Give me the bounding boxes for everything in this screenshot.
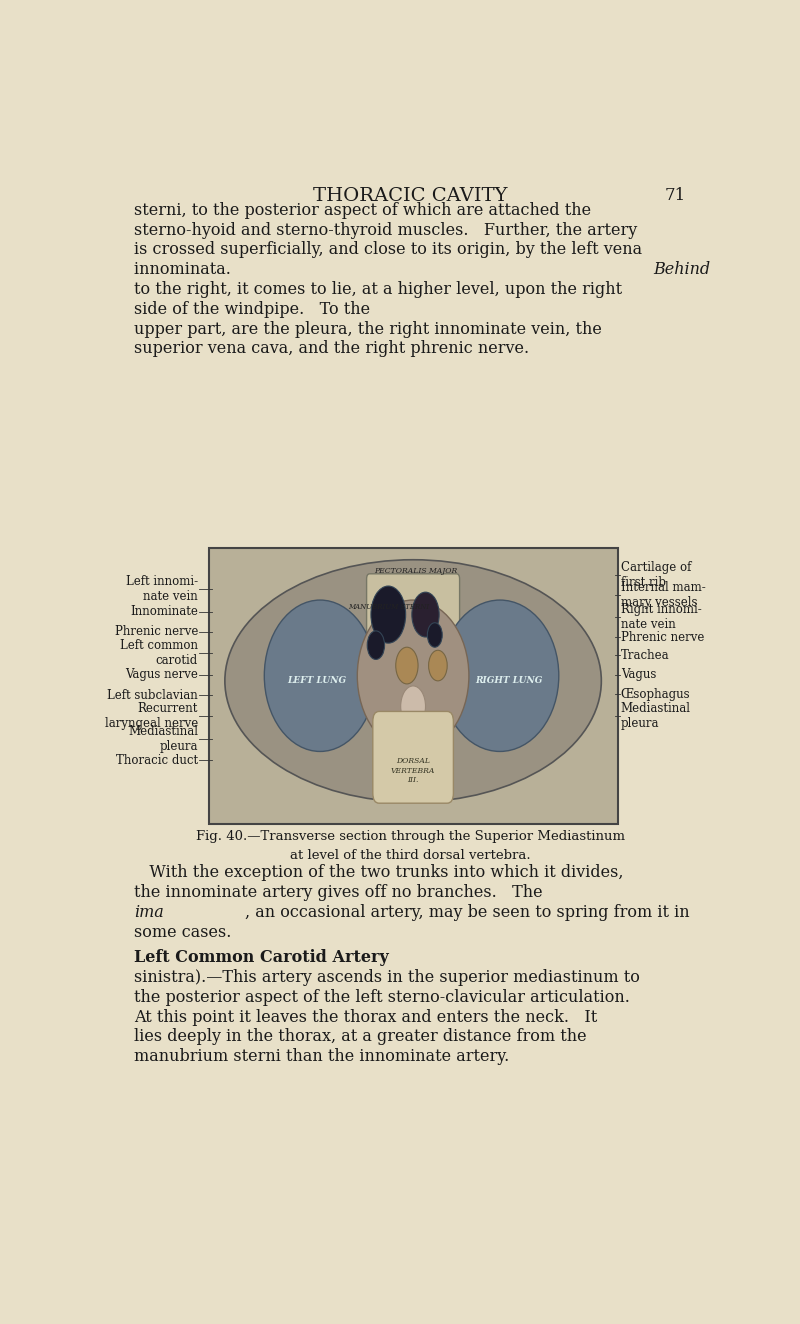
Text: the posterior aspect of the left sterno-clavicular articulation.: the posterior aspect of the left sterno-… bbox=[134, 989, 630, 1006]
Ellipse shape bbox=[371, 587, 406, 643]
Text: THORACIC CAVITY: THORACIC CAVITY bbox=[313, 188, 507, 205]
FancyBboxPatch shape bbox=[366, 573, 459, 639]
Text: lies deeply in the thorax, at a greater distance from the: lies deeply in the thorax, at a greater … bbox=[134, 1029, 586, 1046]
Text: some cases.: some cases. bbox=[134, 924, 231, 941]
Text: Left Common Carotid Artery: Left Common Carotid Artery bbox=[134, 949, 389, 967]
Text: , an occasional artery, may be seen to spring from it in: , an occasional artery, may be seen to s… bbox=[246, 904, 690, 922]
Text: With the exception of the two trunks into which it divides,: With the exception of the two trunks int… bbox=[134, 865, 624, 882]
Text: Left subclavian: Left subclavian bbox=[107, 688, 198, 702]
Text: Mediastinal
pleura: Mediastinal pleura bbox=[621, 702, 690, 730]
Ellipse shape bbox=[427, 622, 442, 647]
Text: Left common
carotid: Left common carotid bbox=[120, 639, 198, 667]
Text: Left innomi-
nate vein: Left innomi- nate vein bbox=[126, 575, 198, 604]
Text: upper part, are the pleura, the right innominate vein, the: upper part, are the pleura, the right in… bbox=[134, 320, 602, 338]
Text: sterni, to the posterior aspect of which are attached the: sterni, to the posterior aspect of which… bbox=[134, 201, 591, 218]
Text: innominata.: innominata. bbox=[134, 261, 246, 278]
Ellipse shape bbox=[225, 560, 602, 802]
Ellipse shape bbox=[429, 650, 447, 681]
Ellipse shape bbox=[264, 600, 376, 752]
Text: sinistra).—This artery ascends in the superior mediastinum to: sinistra).—This artery ascends in the su… bbox=[134, 969, 640, 986]
Text: side of the windpipe.   To the: side of the windpipe. To the bbox=[134, 301, 375, 318]
FancyBboxPatch shape bbox=[373, 711, 454, 804]
Text: MANUBRIUM STERNI: MANUBRIUM STERNI bbox=[348, 604, 429, 612]
Text: DORSAL
VERTEBRA
III.: DORSAL VERTEBRA III. bbox=[391, 757, 435, 784]
Text: Fig. 40.—Transverse section through the Superior Mediastinum: Fig. 40.—Transverse section through the … bbox=[195, 830, 625, 842]
Ellipse shape bbox=[441, 600, 559, 752]
Text: Phrenic nerve: Phrenic nerve bbox=[621, 630, 704, 643]
Text: manubrium sterni than the innominate artery.: manubrium sterni than the innominate art… bbox=[134, 1049, 525, 1066]
Text: Vagus: Vagus bbox=[621, 669, 656, 682]
Text: At this point it leaves the thorax and enters the neck.   It: At this point it leaves the thorax and e… bbox=[134, 1009, 598, 1026]
Text: Mediastinal
pleura: Mediastinal pleura bbox=[128, 726, 198, 753]
Text: PECTORALIS MAJOR: PECTORALIS MAJOR bbox=[374, 567, 458, 575]
Text: at level of the third dorsal vertebra.: at level of the third dorsal vertebra. bbox=[290, 849, 530, 862]
Text: Phrenic nerve: Phrenic nerve bbox=[114, 625, 198, 638]
Ellipse shape bbox=[358, 600, 469, 752]
Text: Cartilage of
first rib: Cartilage of first rib bbox=[621, 561, 691, 589]
Text: Trachea: Trachea bbox=[621, 649, 670, 662]
Text: sterno-hyoid and sterno-thyroid muscles.   Further, the artery: sterno-hyoid and sterno-thyroid muscles.… bbox=[134, 221, 638, 238]
Text: the innominate artery gives off no branches.   The: the innominate artery gives off no branc… bbox=[134, 884, 548, 902]
Text: is crossed superficially, and close to its origin, by the left vena: is crossed superficially, and close to i… bbox=[134, 241, 642, 258]
Ellipse shape bbox=[367, 632, 385, 659]
Text: Internal mam-
mary vessels: Internal mam- mary vessels bbox=[621, 581, 706, 609]
Bar bbox=[209, 548, 618, 824]
Text: ima: ima bbox=[134, 904, 164, 922]
Text: to the right, it comes to lie, at a higher level, upon the right: to the right, it comes to lie, at a high… bbox=[134, 281, 622, 298]
Text: RIGHT LUNG: RIGHT LUNG bbox=[475, 677, 543, 686]
Text: Behind: Behind bbox=[653, 261, 710, 278]
Text: 71: 71 bbox=[664, 188, 686, 204]
Ellipse shape bbox=[401, 686, 426, 727]
Text: LEFT LUNG: LEFT LUNG bbox=[287, 677, 346, 686]
Text: Right innomi-
nate vein: Right innomi- nate vein bbox=[621, 602, 702, 630]
Text: Recurrent
laryngeal nerve: Recurrent laryngeal nerve bbox=[105, 702, 198, 730]
Ellipse shape bbox=[396, 647, 418, 685]
Text: Innominate: Innominate bbox=[130, 605, 198, 618]
Text: Vagus nerve: Vagus nerve bbox=[125, 669, 198, 682]
Ellipse shape bbox=[412, 592, 439, 637]
Text: Œsophagus: Œsophagus bbox=[621, 687, 690, 700]
Text: superior vena cava, and the right phrenic nerve.: superior vena cava, and the right phreni… bbox=[134, 340, 530, 357]
Text: Thoracic duct: Thoracic duct bbox=[116, 753, 198, 767]
